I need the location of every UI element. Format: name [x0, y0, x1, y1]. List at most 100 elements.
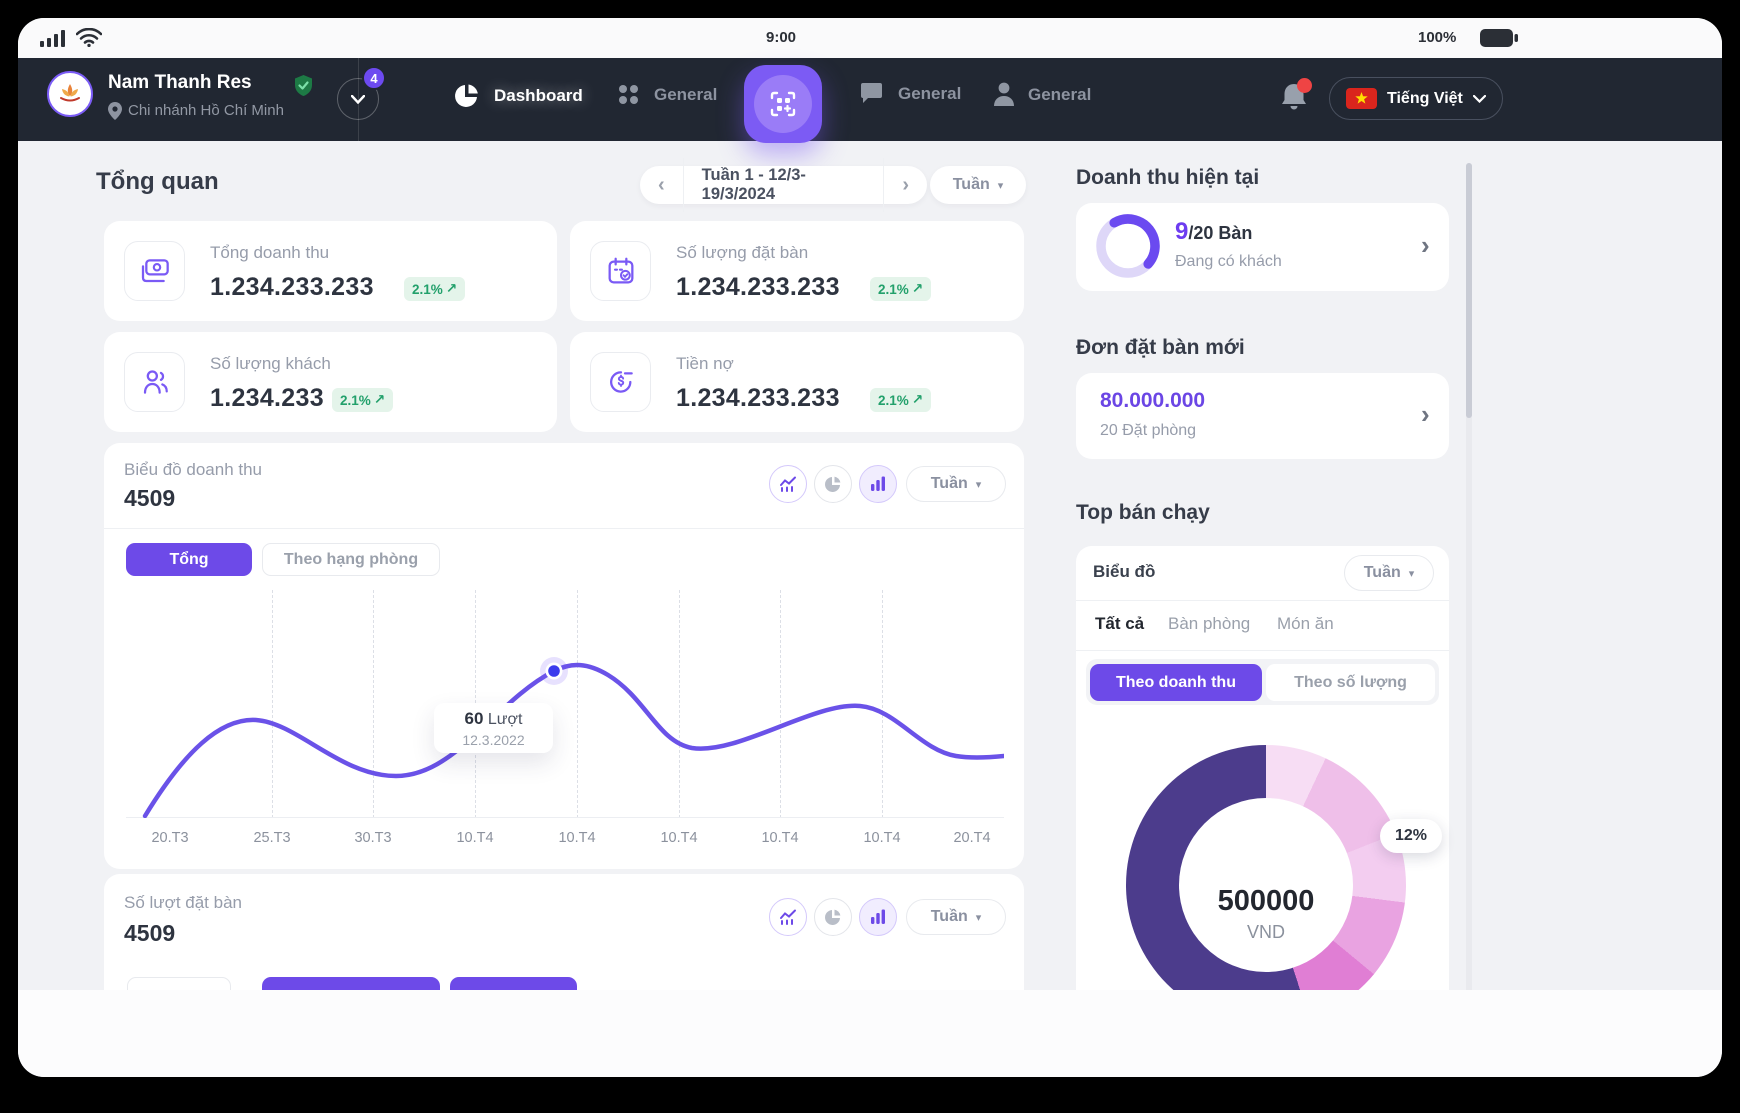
highlight-dot[interactable] — [548, 665, 560, 677]
signal-icon — [40, 30, 65, 47]
chevron-down-icon: ▾ — [997, 179, 1004, 192]
money-rotate-icon — [609, 371, 633, 393]
app-header: Nam Thanh Res Chi nhánh Hồ Chí Minh 4 Da… — [18, 58, 1722, 143]
app-screen: 9:00 100% Nam Thanh Res Chi nhánh Hồ Chí… — [18, 18, 1722, 1077]
trend-up-icon: ↗ — [911, 281, 924, 296]
chart-value: 4509 — [124, 920, 176, 946]
scrollbar-track[interactable] — [1466, 163, 1472, 1003]
current-revenue-heading: Doanh thu hiện tại — [1076, 166, 1260, 189]
x-axis-label: 25.T3 — [253, 830, 291, 846]
trend-up-icon: ↗ — [911, 392, 924, 407]
top-selling-donut — [1126, 745, 1406, 1025]
change-value: 2.1% — [340, 392, 371, 408]
stat-value: 1.234.233.233 — [676, 384, 840, 412]
chevron-down-icon: ▾ — [975, 911, 982, 924]
stat-card-revenue: Tổng doanh thu 1.234.233.233 2.1% ↗ — [104, 221, 557, 321]
tab-by-room-type[interactable]: Theo hạng phòng — [262, 543, 440, 576]
chart-value: 4509 — [124, 485, 176, 511]
line-chart-toggle[interactable] — [769, 898, 807, 936]
scrollbar-thumb[interactable] — [1466, 163, 1472, 418]
tab-total[interactable]: Tổng — [126, 543, 252, 576]
x-axis-label: 10.T4 — [660, 830, 698, 846]
change-value: 2.1% — [412, 281, 443, 297]
x-axis-label: 20.T4 — [953, 830, 991, 846]
chevron-right-icon: › — [1421, 399, 1430, 429]
gridline — [272, 590, 273, 818]
next-week-button[interactable]: › — [902, 173, 909, 196]
nav-item-general-1[interactable]: General — [616, 82, 717, 107]
stat-iconbox — [590, 241, 651, 301]
prev-week-button[interactable]: ‹ — [658, 173, 665, 196]
period-label: Tuần — [1363, 564, 1401, 581]
new-orders-heading: Đơn đặt bàn mới — [1076, 336, 1245, 359]
notification-dot — [1297, 78, 1312, 93]
qr-scan-button[interactable] — [744, 65, 822, 143]
lotus-logo-icon — [60, 84, 80, 102]
x-axis-label: 10.T4 — [558, 830, 596, 846]
battery-percent: 100% — [1418, 29, 1457, 46]
user-icon — [994, 82, 1014, 106]
trend-up-icon: ↗ — [373, 392, 386, 407]
bottom-glare-band — [18, 990, 1722, 1077]
stat-change-badge: 2.1% ↗ — [404, 277, 466, 301]
qr-inner-circle — [754, 75, 812, 133]
stat-iconbox — [590, 352, 651, 412]
gridline — [577, 590, 578, 818]
stat-value: 1.234.233 — [210, 384, 324, 412]
chart-period-dropdown[interactable]: Tuần ▾ — [906, 466, 1006, 502]
new-orders-card[interactable]: 80.000.000 20 Đặt phòng › — [1076, 373, 1449, 459]
toggle-by-quantity[interactable]: Theo số lượng — [1266, 664, 1435, 701]
bar-chart-toggle[interactable] — [859, 898, 897, 936]
language-label: Tiếng Việt — [1387, 89, 1463, 107]
stat-label: Tiền nợ — [676, 354, 734, 373]
week-selector: ‹ Tuần 1 - 12/3-19/3/2024 › — [640, 158, 927, 212]
period-label: Tuần — [930, 908, 968, 925]
nav-item-general-3[interactable]: General — [993, 82, 1091, 107]
nav-item-dashboard[interactable]: Dashboard — [453, 82, 583, 109]
battery-icon — [1480, 29, 1518, 47]
line-chart-icon — [780, 909, 796, 925]
stat-label: Số lượng đặt bàn — [676, 243, 809, 262]
notification-bell[interactable] — [1280, 78, 1314, 116]
x-axis-label: 10.T4 — [863, 830, 901, 846]
tab-dishes[interactable]: Món ăn — [1277, 614, 1334, 633]
chevron-right-icon: › — [1421, 230, 1430, 260]
banknote-icon — [141, 259, 169, 283]
stat-card-debt: Tiền nợ 1.234.233.233 2.1% ↗ — [570, 332, 1024, 432]
pie-chart-toggle[interactable] — [814, 898, 852, 936]
branch-switcher[interactable] — [337, 78, 379, 120]
bar-chart-toggle[interactable] — [859, 465, 897, 503]
language-selector[interactable]: Tiếng Việt — [1329, 77, 1503, 120]
tab-rooms[interactable]: Bàn phòng — [1168, 614, 1251, 633]
page-title: Tổng quan — [96, 168, 219, 195]
x-axis-label: 10.T4 — [761, 830, 799, 846]
card-divider — [1076, 600, 1449, 601]
donut-center: 500000 VND — [1166, 885, 1366, 943]
card-divider — [1076, 650, 1449, 651]
pie-chart-icon — [825, 909, 841, 925]
location-pin-icon — [108, 102, 122, 120]
overview-period-dropdown[interactable]: Tuần ▾ — [930, 166, 1026, 204]
branch-name: Chi nhánh Hồ Chí Minh — [128, 102, 284, 119]
chevron-down-icon: ▾ — [975, 478, 982, 491]
top-period-dropdown[interactable]: Tuần ▾ — [1344, 555, 1434, 591]
toggle-by-revenue[interactable]: Theo doanh thu — [1090, 664, 1262, 701]
stat-label: Tổng doanh thu — [210, 243, 330, 262]
x-axis-labels: 20.T3 25.T3 30.T3 10.T4 10.T4 10.T4 10.T… — [126, 824, 1004, 846]
x-axis-line — [126, 817, 1004, 818]
nav-item-general-2[interactable]: General — [858, 82, 961, 106]
tab-all[interactable]: Tất cả — [1095, 614, 1145, 633]
app-logo[interactable] — [47, 71, 93, 117]
stat-value: 1.234.233.233 — [676, 273, 840, 301]
occupancy-card[interactable]: 9/20 Bàn Đang có khách › — [1076, 203, 1449, 291]
line-chart-plot: 60 Lượt 12.3.2022 — [126, 590, 1004, 818]
period-label: Tuần — [930, 475, 968, 492]
chart-period-dropdown[interactable]: Tuần ▾ — [906, 899, 1006, 935]
users-icon — [143, 370, 168, 394]
x-axis-label: 20.T3 — [151, 830, 189, 846]
pie-chart-toggle[interactable] — [814, 465, 852, 503]
status-time: 9:00 — [766, 29, 797, 46]
wifi-icon — [76, 28, 102, 47]
line-chart-toggle[interactable] — [769, 465, 807, 503]
donut-unit: VND — [1246, 922, 1285, 942]
